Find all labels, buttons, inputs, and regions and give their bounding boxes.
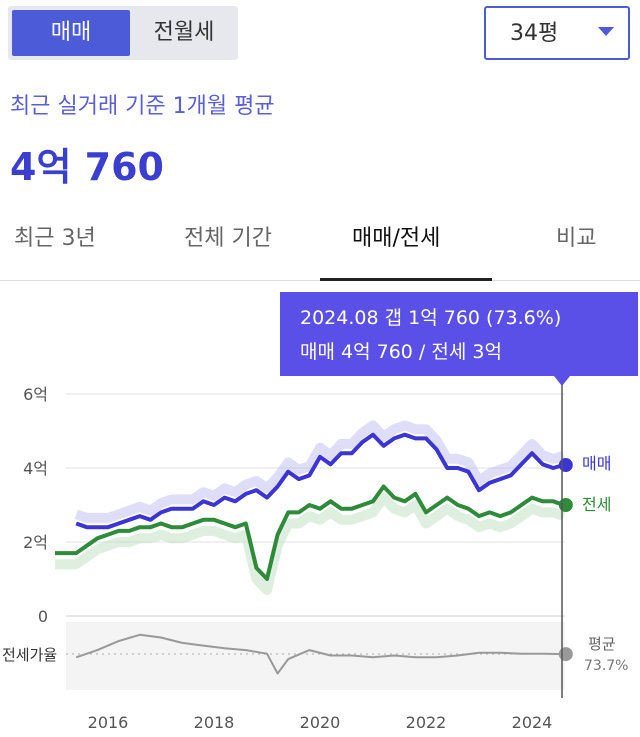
jeonse-range-band [55, 492, 566, 596]
sale-range-band [74, 420, 566, 523]
trade-type-sale-button[interactable]: 매매 [12, 10, 130, 56]
ratio-axis-label: 전세가율 [2, 646, 57, 664]
trade-type-rent-button[interactable]: 전월세 [153, 20, 215, 45]
ratio-panel [66, 622, 565, 690]
legend-sale-label: 매매 [582, 454, 611, 473]
tooltip-box [280, 292, 638, 376]
y-tick-label: 4억 [23, 459, 48, 478]
trade-type-toggle: 매매 전월세 [8, 6, 238, 60]
sale-series-line [75, 432, 565, 530]
tab-all-period[interactable]: 전체 기간 [184, 226, 272, 251]
x-tick-label: 2024 [512, 713, 553, 732]
tab-compare[interactable]: 비교 [556, 226, 597, 251]
period-tabs: 최근 3년 전체 기간 매매/전세 비교 [0, 206, 640, 281]
chevron-down-icon [598, 27, 614, 36]
x-tick-label: 2022 [406, 713, 447, 732]
ratio-series-line [75, 633, 564, 675]
size-select[interactable]: 34평 [484, 6, 630, 60]
y-tick-label: 6억 [23, 385, 48, 404]
tooltip-line-1: 2024.08 갭 1억 760 (73.6%) [300, 307, 561, 329]
price-chart: 6억 4억 2억 0 2024.08 갭 1억 760 (73.6%) 매매 4… [2, 292, 638, 732]
x-tick-label: 2016 [88, 713, 129, 732]
active-tab-underline [320, 278, 492, 281]
jeonse-end-dot [558, 498, 573, 512]
summary-price: 4억 760 [10, 145, 164, 189]
jeonse-series-line [55, 484, 565, 581]
ratio-average-label: 평균 [588, 635, 616, 653]
y-tick-label: 2억 [23, 533, 48, 552]
summary-subtitle: 최근 실거래 기준 1개월 평균 [10, 94, 275, 119]
size-select-value: 34평 [510, 21, 559, 46]
sale-end-dot [558, 458, 573, 473]
ratio-average-value: 73.7% [584, 658, 628, 674]
legend-jeonse-label: 전세 [582, 495, 611, 514]
tab-sale-jeonse[interactable]: 매매/전세 [352, 226, 441, 251]
x-tick-label: 2018 [194, 713, 235, 732]
ratio-end-dot [558, 647, 573, 662]
y-tick-label: 0 [38, 607, 48, 626]
tooltip-pointer [554, 376, 570, 386]
tab-recent-3y[interactable]: 최근 3년 [14, 226, 96, 251]
tooltip-line-2: 매매 4억 760 / 전세 3억 [300, 341, 502, 363]
x-tick-label: 2020 [300, 713, 341, 732]
